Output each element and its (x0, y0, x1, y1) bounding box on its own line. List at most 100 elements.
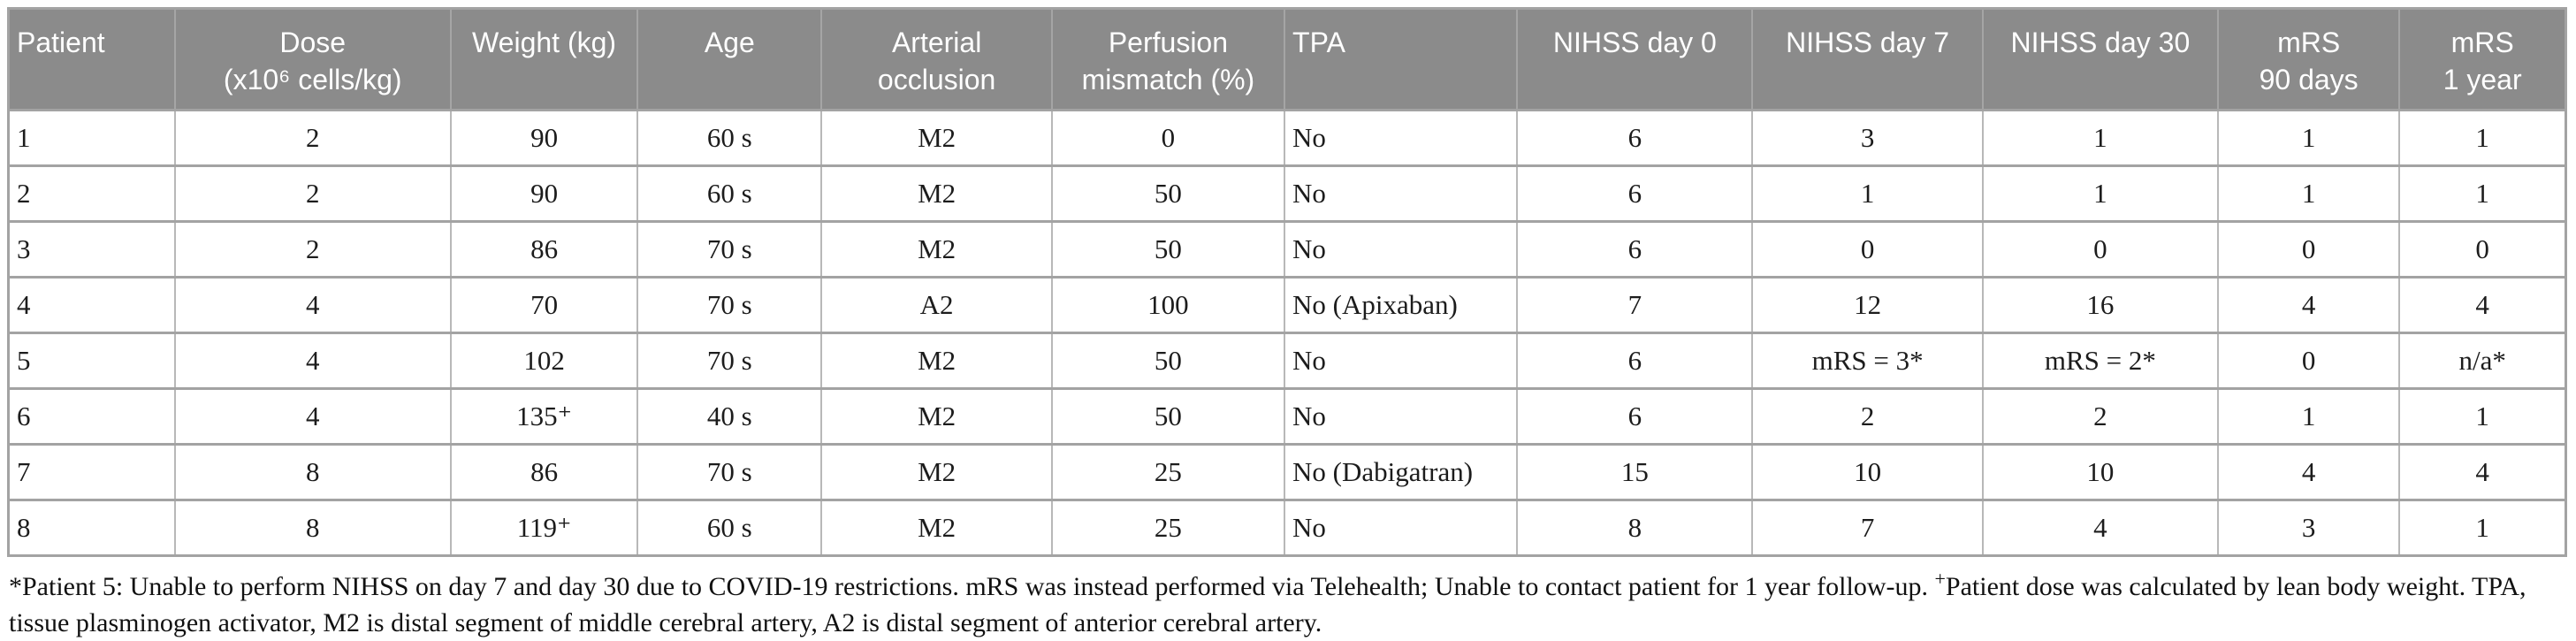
cell-mrs-1-year: 1 (2398, 499, 2567, 557)
cell-mrs-90-days: 0 (2216, 220, 2401, 279)
column-header-age: Age (636, 7, 823, 111)
cell-mrs-90-days: 1 (2216, 387, 2401, 446)
cell-patient: 2 (7, 164, 176, 223)
cell-age: 60 s (636, 499, 823, 557)
cell-mrs-1-year: 4 (2398, 276, 2567, 334)
cell-weight: 90 (449, 164, 639, 223)
cell-weight: 102 (449, 332, 639, 390)
cell-arterial-occlusion: M2 (820, 332, 1053, 390)
cell-perfusion-mismatch: 50 (1050, 387, 1286, 446)
cell-nihss-day-30: 10 (1981, 443, 2219, 501)
column-header-mrs-1-year: mRS 1 year (2398, 7, 2567, 111)
cell-perfusion-mismatch: 25 (1050, 499, 1286, 557)
cell-arterial-occlusion: M2 (820, 220, 1053, 279)
cell-patient: 6 (7, 387, 176, 446)
cell-dose: 2 (173, 164, 452, 223)
cell-tpa: No (1284, 332, 1519, 390)
column-header-nihss-day-7: NIHSS day 7 (1751, 7, 1984, 111)
cell-nihss-day-30: 0 (1981, 220, 2219, 279)
cell-mrs-1-year: 1 (2398, 164, 2567, 223)
cell-arterial-occlusion: M2 (820, 387, 1053, 446)
cell-arterial-occlusion: M2 (820, 109, 1053, 167)
table-row: 8 8 119⁺ 60 s M2 25 No 8 7 4 3 1 (7, 499, 2567, 557)
cell-nihss-day-0: 6 (1516, 332, 1754, 390)
cell-age: 70 s (636, 276, 823, 334)
table-row: 2 2 90 60 s M2 50 No 6 1 1 1 1 (7, 164, 2567, 223)
cell-patient: 8 (7, 499, 176, 557)
cell-mrs-1-year: 4 (2398, 443, 2567, 501)
cell-perfusion-mismatch: 50 (1050, 332, 1286, 390)
table-row: 4 4 70 70 s A2 100 No (Apixaban) 7 12 16 4 4 (7, 276, 2567, 334)
cell-perfusion-mismatch: 100 (1050, 276, 1286, 334)
cell-weight: 86 (449, 220, 639, 279)
cell-nihss-day-0: 6 (1516, 164, 1754, 223)
cell-nihss-day-7: mRS = 3* (1751, 332, 1984, 390)
cell-tpa: No (Apixaban) (1284, 276, 1519, 334)
cell-patient: 3 (7, 220, 176, 279)
column-header-patient: Patient (7, 7, 176, 111)
cell-patient: 5 (7, 332, 176, 390)
table-row: 3 2 86 70 s M2 50 No 6 0 0 0 0 (7, 220, 2567, 279)
cell-nihss-day-30: 1 (1981, 109, 2219, 167)
cell-age: 40 s (636, 387, 823, 446)
cell-nihss-day-30: mRS = 2* (1981, 332, 2219, 390)
cell-nihss-day-7: 3 (1751, 109, 1984, 167)
cell-age: 70 s (636, 220, 823, 279)
cell-weight: 70 (449, 276, 639, 334)
cell-nihss-day-0: 6 (1516, 220, 1754, 279)
cell-nihss-day-7: 0 (1751, 220, 1984, 279)
cell-weight: 119⁺ (449, 499, 639, 557)
cell-nihss-day-0: 6 (1516, 109, 1754, 167)
column-header-mrs-90-days: mRS 90 days (2216, 7, 2401, 111)
cell-perfusion-mismatch: 50 (1050, 164, 1286, 223)
cell-mrs-1-year: 1 (2398, 387, 2567, 446)
cell-dose: 4 (173, 387, 452, 446)
cell-dose: 4 (173, 276, 452, 334)
cell-age: 70 s (636, 443, 823, 501)
patient-outcomes-table: Patient Dose (x10⁶ cells/kg) Weight (kg) Ag… (7, 7, 2567, 557)
cell-tpa: No (1284, 109, 1519, 167)
cell-dose: 2 (173, 109, 452, 167)
cell-tpa: No (1284, 220, 1519, 279)
column-header-weight: Weight (kg) (449, 7, 639, 111)
cell-age: 60 s (636, 109, 823, 167)
cell-mrs-90-days: 4 (2216, 276, 2401, 334)
cell-tpa: No (Dabigatran) (1284, 443, 1519, 501)
cell-perfusion-mismatch: 0 (1050, 109, 1286, 167)
cell-mrs-90-days: 0 (2216, 332, 2401, 390)
cell-tpa: No (1284, 164, 1519, 223)
cell-tpa: No (1284, 387, 1519, 446)
column-header-perfusion-mismatch: Perfusion mismatch (%) (1050, 7, 1286, 111)
cell-perfusion-mismatch: 50 (1050, 220, 1286, 279)
cell-nihss-day-7: 1 (1751, 164, 1984, 223)
column-header-dose: Dose (x10⁶ cells/kg) (173, 7, 452, 111)
column-header-nihss-day-0: NIHSS day 0 (1516, 7, 1754, 111)
cell-arterial-occlusion: A2 (820, 276, 1053, 334)
cell-weight: 86 (449, 443, 639, 501)
cell-nihss-day-30: 1 (1981, 164, 2219, 223)
cell-dose: 8 (173, 499, 452, 557)
table-row: 6 4 135⁺ 40 s M2 50 No 6 2 2 1 1 (7, 387, 2567, 446)
cell-mrs-90-days: 1 (2216, 109, 2401, 167)
cell-nihss-day-7: 7 (1751, 499, 1984, 557)
cell-mrs-90-days: 1 (2216, 164, 2401, 223)
column-header-arterial-occlusion: Arterial occlusion (820, 7, 1053, 111)
column-header-tpa: TPA (1284, 7, 1519, 111)
cell-nihss-day-7: 12 (1751, 276, 1984, 334)
footnote-plus-marker: + (1934, 568, 1946, 590)
cell-arterial-occlusion: M2 (820, 499, 1053, 557)
cell-nihss-day-0: 8 (1516, 499, 1754, 557)
cell-patient: 7 (7, 443, 176, 501)
cell-nihss-day-30: 2 (1981, 387, 2219, 446)
cell-mrs-90-days: 4 (2216, 443, 2401, 501)
cell-dose: 8 (173, 443, 452, 501)
table-row: 7 8 86 70 s M2 25 No (Dabigatran) 15 10 10 4 4 (7, 443, 2567, 501)
table-row: 1 2 90 60 s M2 0 No 6 3 1 1 1 (7, 109, 2567, 167)
cell-weight: 90 (449, 109, 639, 167)
cell-nihss-day-7: 2 (1751, 387, 1984, 446)
cell-patient: 4 (7, 276, 176, 334)
cell-mrs-90-days: 3 (2216, 499, 2401, 557)
cell-dose: 2 (173, 220, 452, 279)
cell-mrs-1-year: 0 (2398, 220, 2567, 279)
